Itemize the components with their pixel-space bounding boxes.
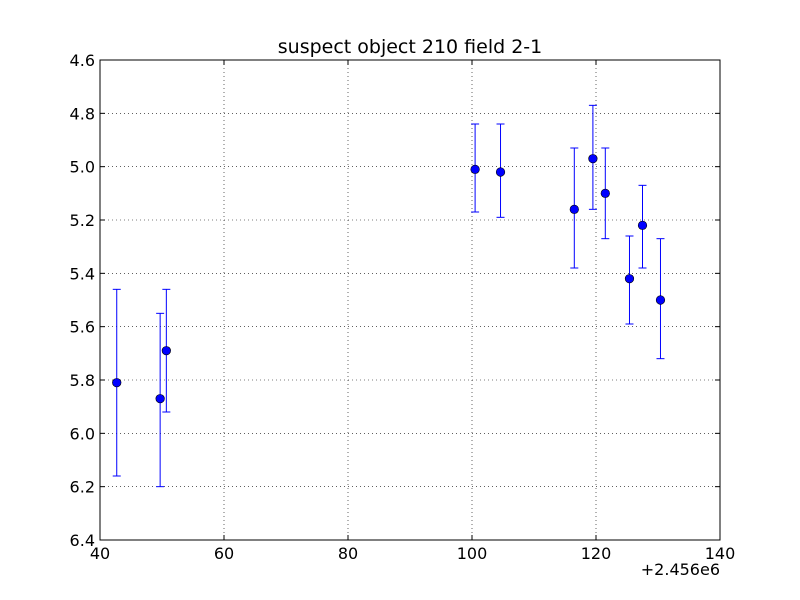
x-tick-labels: 40 60 80 100 120 140 [90, 544, 735, 563]
data-point [637, 220, 648, 230]
y-tick-label: 5.0 [70, 158, 95, 177]
data-point [655, 295, 666, 305]
data-point [470, 164, 480, 174]
x-tick-label: 40 [90, 544, 110, 563]
x-tick-label: 60 [214, 544, 234, 563]
data-point [588, 154, 598, 164]
plot-area [100, 60, 720, 540]
y-tick-label: 5.4 [70, 264, 95, 283]
y-tick-label: 5.6 [70, 318, 95, 337]
x-tick-label: 140 [705, 544, 736, 563]
data-point [161, 346, 171, 356]
data-point [600, 188, 610, 198]
grid [100, 60, 720, 540]
x-tick-label: 100 [457, 544, 488, 563]
y-tick-label: 4.8 [70, 104, 95, 123]
y-tick-label: 5.2 [70, 211, 95, 230]
data-point [495, 167, 506, 177]
data-point [569, 204, 579, 214]
y-tick-label: 6.2 [70, 478, 95, 497]
data-point [155, 394, 165, 404]
chart-title: suspect object 210 field 2-1 [278, 36, 543, 58]
y-tick-label: 6.0 [70, 424, 95, 443]
x-tick-label: 80 [338, 544, 358, 563]
plot-frame [99, 59, 721, 541]
data-points [112, 154, 666, 404]
y-tick-label: 6.4 [70, 531, 95, 550]
y-tick-label: 5.8 [70, 371, 95, 390]
y-tick-labels: 4.6 4.8 5.0 5.2 5.4 5.6 5.8 6.0 6.2 6.4 [70, 51, 95, 550]
axis-ticks [99, 59, 721, 541]
x-tick-label: 120 [581, 544, 612, 563]
x-axis-offset-label: +2.456e6 [641, 560, 720, 579]
data-point [112, 378, 122, 388]
y-tick-label: 4.6 [70, 51, 95, 70]
data-point [624, 274, 635, 284]
